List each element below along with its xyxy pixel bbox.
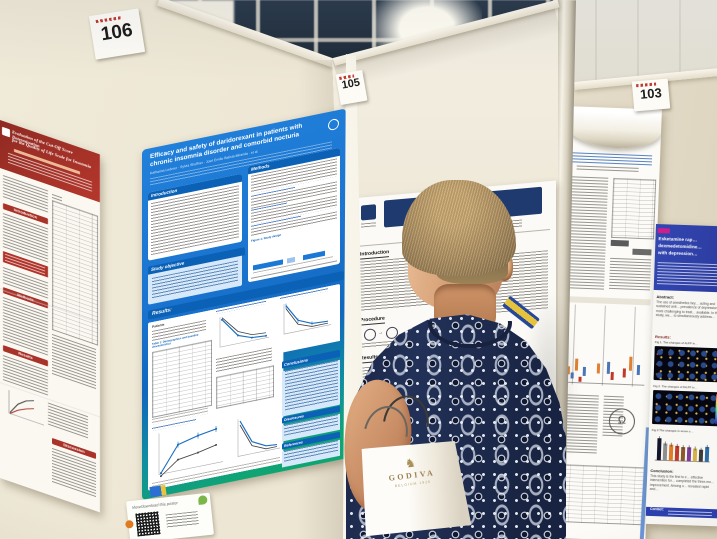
- man-hair: [402, 180, 516, 276]
- conclusions-box: Conclusions: [282, 349, 340, 417]
- fig2-brain-scan-grid: [652, 390, 717, 427]
- small-table: [216, 365, 274, 409]
- table-header-cell: [632, 248, 652, 256]
- results-box: Patients Table 1: Demographics and basel…: [148, 284, 340, 491]
- fig1-brain-scan-grid: [653, 346, 717, 383]
- university-logo: [361, 204, 376, 221]
- bag-body: ♞ GODIVA BELGIUM 1926: [355, 437, 471, 538]
- poster-curled-top: [563, 106, 662, 150]
- cbt-procedure-header: Procedure: [360, 315, 385, 326]
- forest-plot-figure: [561, 296, 651, 387]
- abstract-label: Abstract:: [656, 294, 675, 300]
- board-number: 106: [99, 19, 135, 46]
- card-text-lines: [165, 511, 199, 529]
- arrow-icon: →: [378, 329, 383, 337]
- board-number-sign-106: 106: [88, 8, 146, 60]
- body-text-lines: [608, 257, 652, 292]
- orange-dot-sticker: [125, 519, 134, 529]
- esketamine-title-block: Esketamine rap… dexmedetomidine… with de…: [653, 224, 717, 293]
- cbt-intro-header: Introduction: [360, 249, 390, 260]
- esketamine-poster: Esketamine rap… dexmedetomidine… with de…: [645, 224, 717, 527]
- results-line-chart-4: [232, 408, 282, 464]
- fig3-bar-chart: [654, 436, 710, 463]
- introduction-box: Introduction: [148, 173, 242, 261]
- results-line-chart-1: [214, 304, 272, 356]
- conclusions-text-lines: [284, 359, 338, 411]
- logo-caption-lines: [361, 222, 376, 228]
- results-line-chart-2: [278, 291, 334, 342]
- board-number-sign-103: 103: [631, 78, 671, 112]
- esketamine-author-lines: [656, 262, 717, 287]
- placebo-bar: [287, 256, 295, 263]
- board-number-sign-105: 105: [335, 69, 368, 106]
- esketamine-title-line3: with depression…: [657, 250, 698, 257]
- results-line-chart-3: [152, 417, 226, 482]
- pharma-logo: [328, 117, 339, 132]
- esketamine-title-line2: dexmedetomidine…: [658, 243, 702, 250]
- conclusion-text: This study is the first to e… effective …: [649, 473, 715, 492]
- journal-logo: [2, 126, 10, 138]
- qol-line-chart: [8, 389, 44, 426]
- qr-download-card: View/download this poster: [125, 492, 214, 539]
- magenta-accent-bar: [657, 228, 670, 234]
- study-design-diagram: [251, 244, 337, 279]
- poster-meta-lines: [576, 165, 639, 173]
- contact-label: Contact:: [649, 506, 664, 512]
- poster-title-lines: [569, 152, 653, 167]
- methods-box: Methods Figure 1: Study design: [248, 147, 340, 283]
- daridorexant-poster: Efficacy and safety of daridorexant in p…: [142, 108, 346, 500]
- data-table: [610, 177, 657, 240]
- board-number: 105: [340, 76, 361, 92]
- procedure-step-icon: [364, 328, 376, 342]
- abstract-text: The use of anesthetics bey… acting and s…: [655, 300, 717, 320]
- board-number: 103: [639, 85, 663, 102]
- shopping-bag: ♞ GODIVA BELGIUM 1926: [350, 392, 477, 538]
- demographics-table: [152, 340, 212, 418]
- contact-text-lines: [667, 510, 712, 516]
- statistics-poster: Ω: [548, 106, 662, 539]
- publisher-logo-icon: [197, 495, 208, 505]
- quality-of-life-poster: Evaluation of the Cut-Off Score Determin…: [0, 120, 100, 513]
- qr-code: [135, 511, 161, 537]
- body-text-lines: [48, 402, 88, 441]
- qr-card-label: View/download this poster: [131, 500, 179, 510]
- table-header-cell: [610, 239, 629, 247]
- results-label: Results:: [654, 334, 671, 340]
- esketamine-title-line1: Esketamine rap…: [658, 236, 698, 243]
- circular-stamp: Ω: [608, 407, 636, 435]
- qol-data-table: [52, 199, 98, 346]
- contact-footer-bar: Contact:: [645, 506, 717, 519]
- conclusion-label: Conclusion:: [650, 467, 674, 474]
